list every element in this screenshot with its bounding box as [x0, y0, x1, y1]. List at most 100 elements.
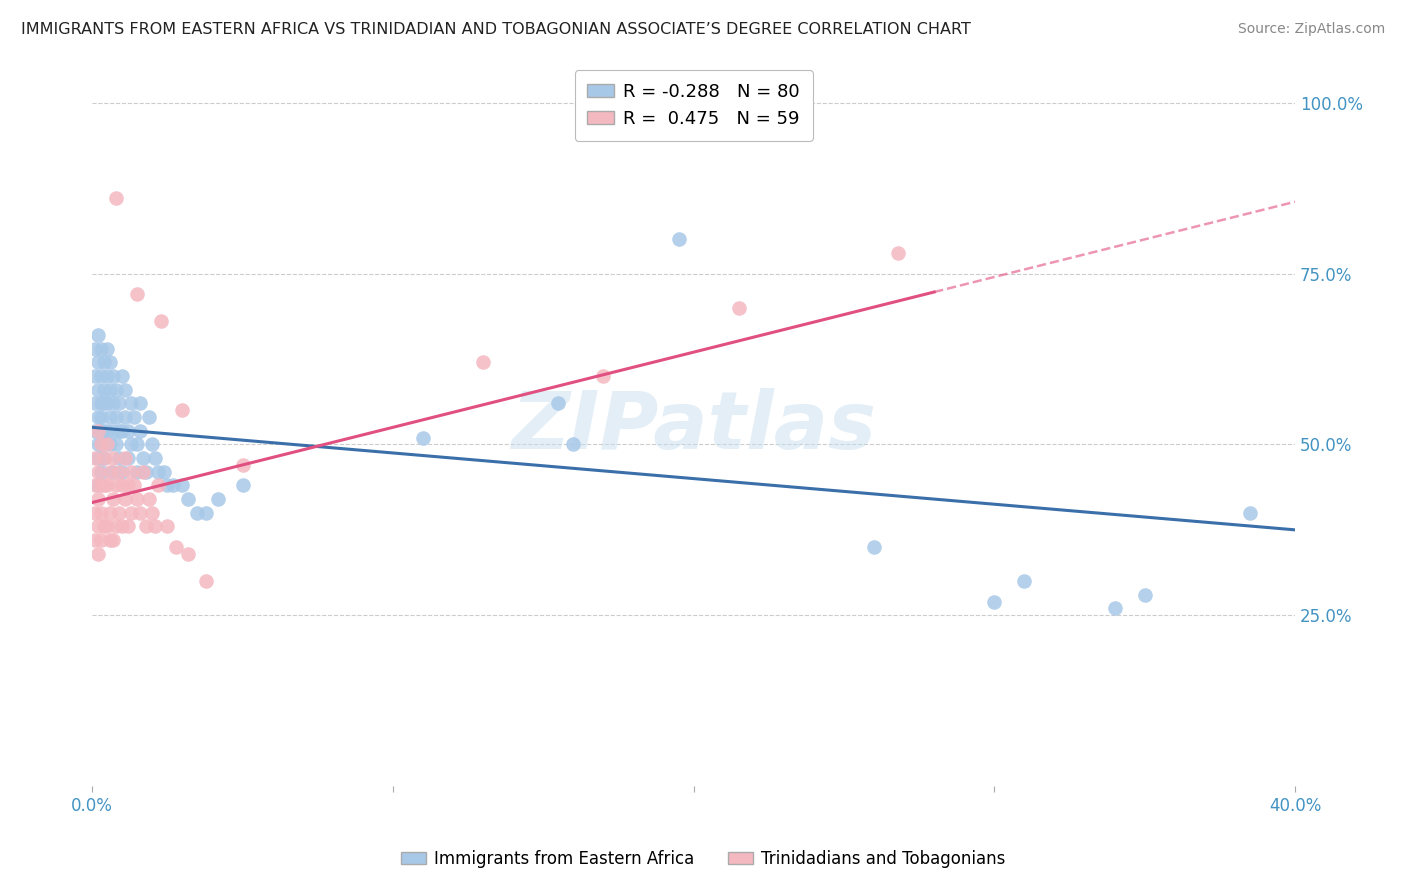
Point — [117, 451, 139, 466]
Point — [90, 396, 112, 410]
Point — [111, 369, 134, 384]
Point — [90, 533, 112, 547]
Point — [1239, 506, 1261, 520]
Point — [162, 478, 184, 492]
Point — [135, 519, 157, 533]
Point — [84, 424, 107, 438]
Point — [863, 540, 886, 554]
Point — [98, 465, 121, 479]
Point — [87, 547, 110, 561]
Point — [87, 355, 110, 369]
Point — [105, 478, 128, 492]
Point — [103, 369, 125, 384]
Point — [90, 437, 112, 451]
Point — [84, 478, 107, 492]
Point — [103, 396, 125, 410]
Point — [84, 369, 107, 384]
Point — [90, 437, 112, 451]
Point — [93, 424, 115, 438]
Point — [472, 355, 495, 369]
Point — [127, 287, 149, 301]
Point — [114, 492, 136, 507]
Point — [135, 465, 157, 479]
Point — [117, 424, 139, 438]
Point — [412, 431, 434, 445]
Point — [108, 465, 131, 479]
Point — [153, 465, 176, 479]
Point — [148, 478, 170, 492]
Point — [207, 492, 229, 507]
Point — [105, 437, 128, 451]
Point — [592, 369, 614, 384]
Point — [127, 437, 149, 451]
Point — [90, 465, 112, 479]
Point — [111, 519, 134, 533]
Point — [96, 369, 118, 384]
Point — [87, 383, 110, 397]
Point — [114, 410, 136, 425]
Point — [114, 383, 136, 397]
Point — [84, 451, 107, 466]
Point — [668, 232, 690, 246]
Legend: R = -0.288   N = 80, R =  0.475   N = 59: R = -0.288 N = 80, R = 0.475 N = 59 — [575, 70, 813, 141]
Point — [1104, 601, 1126, 615]
Point — [87, 451, 110, 466]
Point — [108, 451, 131, 466]
Point — [138, 410, 160, 425]
Point — [138, 492, 160, 507]
Point — [103, 533, 125, 547]
Point — [129, 396, 152, 410]
Point — [96, 519, 118, 533]
Point — [120, 465, 142, 479]
Point — [172, 403, 194, 417]
Point — [186, 506, 208, 520]
Point — [93, 478, 115, 492]
Point — [108, 396, 131, 410]
Point — [148, 465, 170, 479]
Point — [90, 410, 112, 425]
Point — [87, 424, 110, 438]
Point — [727, 301, 749, 315]
Point — [98, 383, 121, 397]
Point — [141, 437, 163, 451]
Point — [93, 355, 115, 369]
Point — [90, 369, 112, 384]
Point — [177, 547, 200, 561]
Text: IMMIGRANTS FROM EASTERN AFRICA VS TRINIDADIAN AND TOBAGONIAN ASSOCIATE’S DEGREE : IMMIGRANTS FROM EASTERN AFRICA VS TRINID… — [21, 22, 972, 37]
Point — [156, 519, 179, 533]
Point — [132, 465, 155, 479]
Point — [117, 478, 139, 492]
Point — [98, 533, 121, 547]
Point — [90, 506, 112, 520]
Point — [120, 506, 142, 520]
Point — [84, 396, 107, 410]
Point — [96, 396, 118, 410]
Point — [111, 478, 134, 492]
Point — [87, 328, 110, 343]
Point — [120, 437, 142, 451]
Point — [98, 355, 121, 369]
Point — [143, 519, 166, 533]
Point — [90, 342, 112, 356]
Point — [114, 451, 136, 466]
Point — [96, 478, 118, 492]
Point — [103, 465, 125, 479]
Point — [111, 424, 134, 438]
Point — [172, 478, 194, 492]
Point — [129, 424, 152, 438]
Point — [87, 410, 110, 425]
Point — [547, 396, 569, 410]
Point — [98, 437, 121, 451]
Point — [87, 519, 110, 533]
Point — [93, 396, 115, 410]
Point — [143, 451, 166, 466]
Point — [124, 478, 146, 492]
Point — [87, 478, 110, 492]
Point — [141, 506, 163, 520]
Point — [195, 506, 218, 520]
Point — [105, 519, 128, 533]
Point — [129, 506, 152, 520]
Legend: Immigrants from Eastern Africa, Trinidadians and Tobagonians: Immigrants from Eastern Africa, Trinidad… — [394, 844, 1012, 875]
Point — [177, 492, 200, 507]
Point — [562, 437, 585, 451]
